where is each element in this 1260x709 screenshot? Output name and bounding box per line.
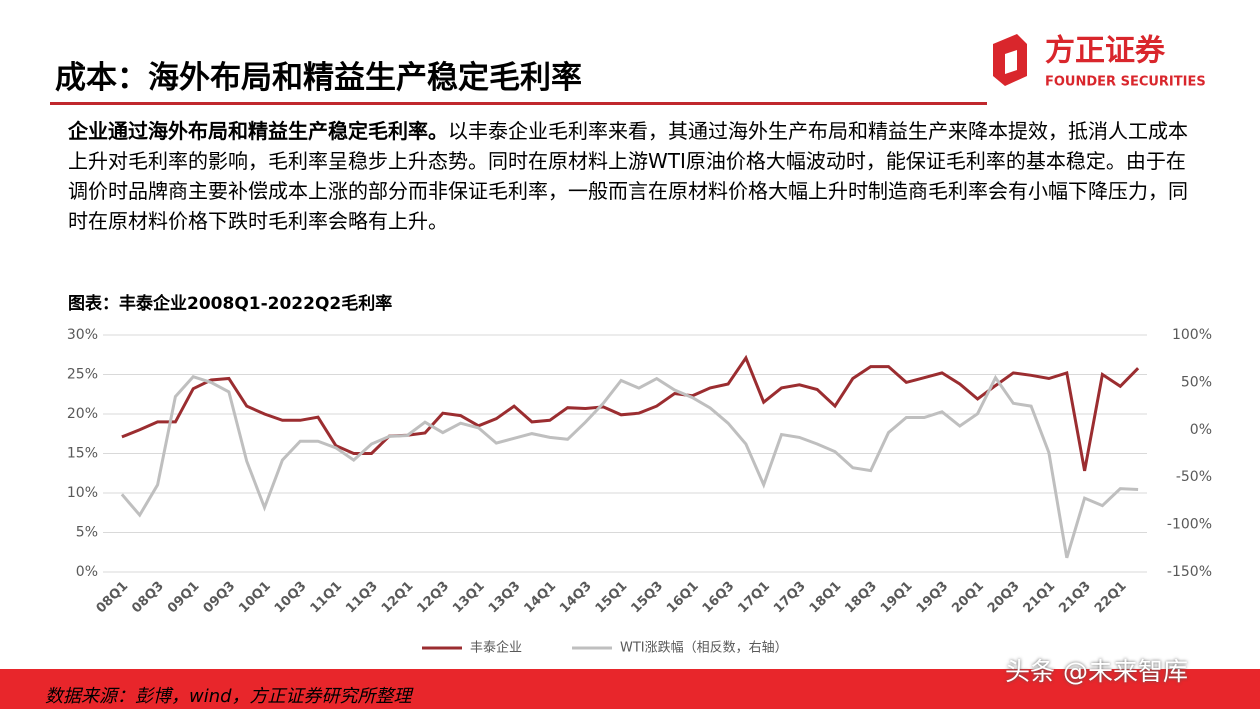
source-note: 数据来源：彭博，wind，方正证券研究所整理 (45, 686, 412, 707)
x-tick-label: 11Q1 (308, 579, 346, 617)
x-tick-label: 11Q3 (343, 579, 381, 617)
logo-en: FOUNDER SECURITIES (1045, 75, 1205, 90)
x-tick-label: 15Q3 (628, 579, 666, 617)
x-tick-label: 20Q3 (985, 579, 1023, 617)
y2-tick-label: 100% (1172, 327, 1212, 343)
title-rule (50, 102, 987, 105)
y-tick-label: 15% (67, 446, 98, 462)
x-tick-label: 17Q1 (735, 579, 773, 617)
y2-tick-label: -100% (1167, 517, 1212, 533)
x-tick-label: 12Q3 (415, 579, 453, 617)
x-tick-label: 10Q3 (272, 579, 310, 617)
x-tick-label: 18Q1 (807, 579, 845, 617)
x-tick-label: 08Q1 (94, 579, 132, 617)
x-tick-label: 10Q1 (236, 579, 274, 617)
chart-title: 图表：丰泰企业2008Q1-2022Q2毛利率 (68, 294, 393, 314)
x-tick-label: 20Q1 (949, 579, 987, 617)
x-tick-label: 08Q3 (129, 579, 167, 617)
logo-cn: 方正证券 (1045, 34, 1166, 69)
footer-band (0, 669, 1260, 709)
x-tick-label: 14Q3 (557, 579, 595, 617)
y-tick-label: 5% (76, 525, 98, 541)
x-tick-label: 16Q3 (700, 579, 738, 617)
x-tick-label: 17Q3 (771, 579, 809, 617)
x-tick-label: 16Q1 (664, 579, 702, 617)
x-tick-label: 13Q3 (486, 579, 524, 617)
x-tick-label: 18Q3 (842, 579, 880, 617)
x-tick-label: 22Q1 (1092, 579, 1130, 617)
x-tick-label: 19Q3 (914, 579, 952, 617)
y-tick-label: 25% (67, 367, 98, 383)
y2-tick-label: 0% (1190, 422, 1212, 438)
x-tick-label: 21Q1 (1021, 579, 1059, 617)
series-line (120, 374, 1139, 559)
x-tick-label: 09Q1 (165, 579, 203, 617)
y2-tick-label: -50% (1176, 469, 1212, 485)
paragraph: 企业通过海外布局和精益生产稳定毛利率。以丰泰企业毛利率来看，其通过海外生产布局和… (68, 116, 1198, 236)
x-tick-label: 09Q3 (201, 579, 239, 617)
x-tick-label: 12Q1 (379, 579, 417, 617)
y-tick-label: 10% (67, 485, 98, 501)
x-tick-label: 19Q1 (878, 579, 916, 617)
watermark: 头条 @未来智库 (1005, 657, 1188, 686)
logo: 方正证券 FOUNDER SECURITIES (993, 34, 1205, 90)
x-tick-label: 15Q1 (593, 579, 631, 617)
x-tick-label: 21Q3 (1056, 579, 1094, 617)
paragraph-lead: 企业通过海外布局和精益生产稳定毛利率。 (68, 119, 448, 143)
y-tick-label: 20% (67, 406, 98, 422)
logo-mark-inner (1005, 50, 1017, 74)
y2-tick-label: 50% (1181, 374, 1212, 390)
legend-label: WTI涨跌幅（相反数，右轴） (620, 640, 788, 656)
legend-label: 丰泰企业 (470, 640, 522, 656)
slide-title: 成本：海外布局和精益生产稳定毛利率 (55, 60, 582, 96)
y-tick-label: 30% (67, 327, 98, 343)
y2-tick-label: -150% (1167, 564, 1212, 580)
series-line (121, 354, 1140, 472)
x-tick-label: 13Q1 (450, 579, 488, 617)
paragraph-body: 以丰泰企业毛利率来看，其通过海外生产布局和精益生产来降本提效，抵消人工成本上升对… (68, 119, 1188, 233)
y-tick-label: 0% (76, 564, 98, 580)
x-tick-label: 14Q1 (521, 579, 559, 617)
chart: 0% 5% 10% 15% 20% 25% 30% -150% -100% -50% 0% 50% 10… (67, 327, 1212, 656)
